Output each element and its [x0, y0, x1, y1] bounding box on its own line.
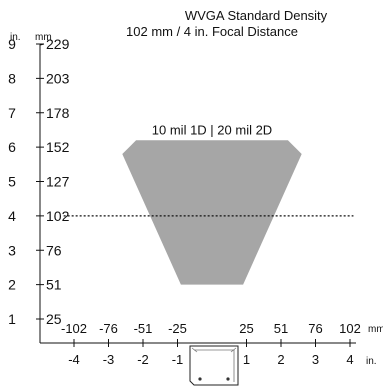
y-tick-label-in: 9	[8, 36, 16, 52]
axis-layer	[36, 43, 356, 347]
y-tick-label-mm: 178	[46, 105, 70, 121]
x-tick-label-mm: 102	[339, 321, 361, 336]
scanner-icon	[189, 345, 239, 386]
y-tick-label-mm: 203	[46, 70, 70, 86]
x-tick-label-in: -3	[103, 352, 115, 367]
x-tick-label-mm: 25	[239, 321, 253, 336]
x-tick-label-mm: 76	[308, 321, 322, 336]
region-label-0: 10 mil 1D | 20 mil 2D	[152, 122, 272, 137]
x-tick-label-in: 3	[312, 352, 319, 367]
x-unit-in: in.	[366, 356, 377, 367]
x-tick-label-mm: -76	[99, 321, 118, 336]
x-tick-label-in: -2	[137, 352, 149, 367]
chart-title: WVGA Standard Density	[185, 8, 328, 23]
y-axis-line	[39, 43, 45, 343]
y-tick-label-in: 1	[8, 311, 16, 327]
y-tick-label-mm: 229	[46, 36, 70, 52]
y-tick-label-mm: 51	[46, 277, 62, 293]
x-tick-label-in: -4	[68, 352, 80, 367]
y-tick-label-mm: 76	[46, 242, 62, 258]
y-tick-label-mm: 25	[46, 311, 62, 327]
y-tick-label-in: 6	[8, 139, 16, 155]
x-tick-label-in: 2	[277, 352, 284, 367]
x-tick-label-mm: -25	[168, 321, 187, 336]
y-tick-label-in: 2	[8, 277, 16, 293]
y-tick-label-in: 5	[8, 174, 16, 190]
x-tick-label-in: -1	[172, 352, 184, 367]
y-tick-label-in: 4	[8, 208, 16, 224]
x-tick-label-in: 4	[346, 352, 353, 367]
x-tick-label-mm: -102	[61, 321, 87, 336]
x-tick-label-in: 1	[243, 352, 250, 367]
x-tick-label-mm: -51	[134, 321, 153, 336]
y-tick-label-in: 8	[8, 70, 16, 86]
chart-subtitle: 102 mm / 4 in. Focal Distance	[126, 24, 298, 39]
reading-region-0	[122, 140, 302, 285]
region-layer	[63, 140, 354, 285]
y-tick-label-mm: 127	[46, 174, 70, 190]
x-unit-mm: mm	[368, 324, 383, 335]
y-tick-label-mm: 102	[46, 208, 70, 224]
y-tick-label-in: 7	[8, 105, 16, 121]
y-unit-in: in.	[10, 32, 21, 43]
y-tick-label-mm: 152	[46, 139, 70, 155]
y-tick-label-in: 3	[8, 242, 16, 258]
x-tick-label-mm: 51	[274, 321, 288, 336]
y-unit-mm: mm	[35, 32, 52, 43]
